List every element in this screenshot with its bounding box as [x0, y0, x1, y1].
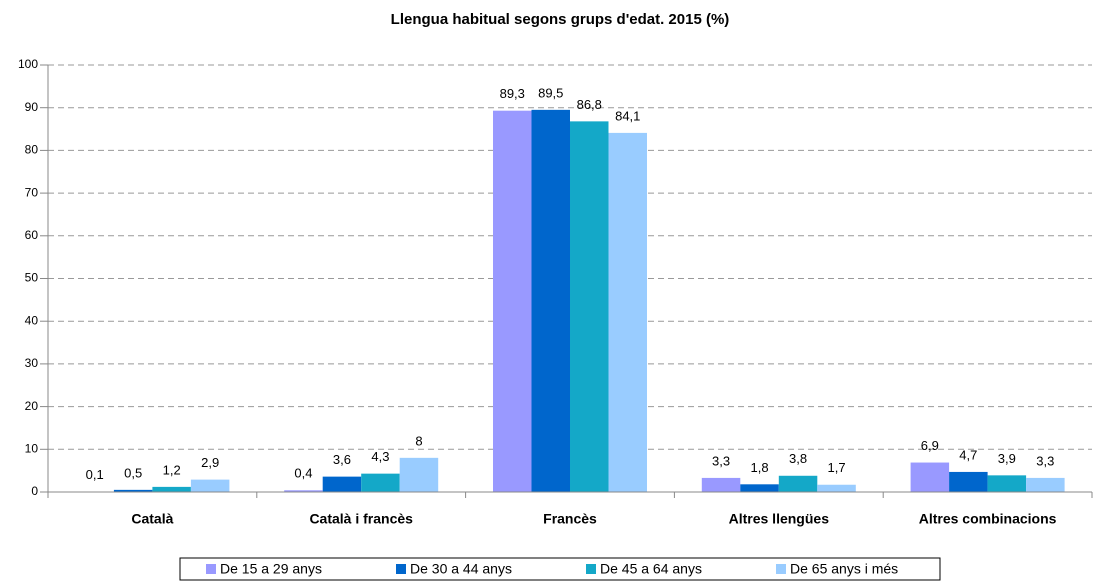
value-label: 1,8: [751, 460, 769, 475]
value-label: 8: [415, 433, 422, 448]
value-label: 84,1: [615, 108, 640, 123]
y-tick-label: 30: [25, 356, 39, 370]
bar: [608, 132, 647, 492]
value-label: 3,6: [333, 452, 351, 467]
legend-swatch: [206, 564, 216, 574]
value-label: 1,2: [163, 462, 181, 477]
legend-label: De 30 a 44 anys: [410, 561, 512, 577]
bar: [284, 490, 323, 492]
bar: [987, 475, 1027, 492]
bar: [322, 476, 362, 492]
value-label: 4,3: [371, 449, 389, 464]
y-tick-label: 20: [25, 399, 39, 413]
x-tick-label: Altres combinacions: [919, 511, 1057, 527]
legend-swatch: [776, 564, 786, 574]
value-label: 3,3: [712, 453, 730, 468]
bar: [493, 110, 532, 493]
value-label: 3,8: [789, 451, 807, 466]
bar: [817, 484, 856, 492]
value-label: 89,5: [538, 85, 563, 100]
legend-swatch: [396, 564, 406, 574]
bar: [740, 484, 779, 492]
legend-label: De 65 anys i més: [790, 561, 898, 577]
value-label: 4,7: [959, 447, 977, 462]
y-tick-label: 60: [25, 228, 39, 242]
bar: [399, 457, 439, 492]
y-tick-label: 90: [25, 100, 39, 114]
bar: [570, 121, 609, 492]
value-label: 0,4: [294, 466, 312, 481]
x-tick-label: Català i francès: [309, 511, 413, 527]
value-label: 0,5: [124, 465, 142, 480]
chart-title: Llengua habitual segons grups d'edat. 20…: [391, 11, 730, 28]
value-label: 86,8: [577, 97, 602, 112]
legend-label: De 15 a 29 anys: [220, 561, 322, 577]
y-tick-label: 80: [25, 143, 39, 157]
bar: [949, 471, 988, 492]
bar: [531, 109, 570, 493]
y-tick-label: 10: [25, 441, 39, 455]
y-tick-label: 50: [25, 271, 39, 285]
value-label: 89,3: [500, 86, 525, 101]
value-label: 3,9: [998, 451, 1016, 466]
legend-swatch: [586, 564, 596, 574]
y-tick-label: 40: [25, 313, 39, 327]
legend-box: [179, 557, 941, 581]
bar: [361, 473, 400, 492]
bar: [113, 489, 153, 492]
value-label: 3,3: [1036, 453, 1054, 468]
value-label: 1,7: [828, 460, 846, 475]
bar: [910, 462, 950, 492]
x-tick-label: Francès: [543, 511, 597, 527]
bar: [190, 479, 230, 492]
bar: [778, 475, 818, 492]
bar: [701, 477, 741, 492]
bar: [152, 486, 191, 492]
y-tick-label: 0: [31, 484, 38, 498]
value-label: 6,9: [921, 438, 939, 453]
value-label: 0,1: [86, 467, 104, 482]
value-label: 2,9: [201, 455, 219, 470]
bar: [1026, 477, 1065, 492]
y-tick-label: 100: [18, 57, 38, 71]
y-tick-label: 70: [25, 185, 39, 199]
x-tick-label: Català: [131, 511, 173, 527]
x-tick-label: Altres llengües: [729, 511, 830, 527]
legend-label: De 45 a 64 anys: [600, 561, 702, 577]
